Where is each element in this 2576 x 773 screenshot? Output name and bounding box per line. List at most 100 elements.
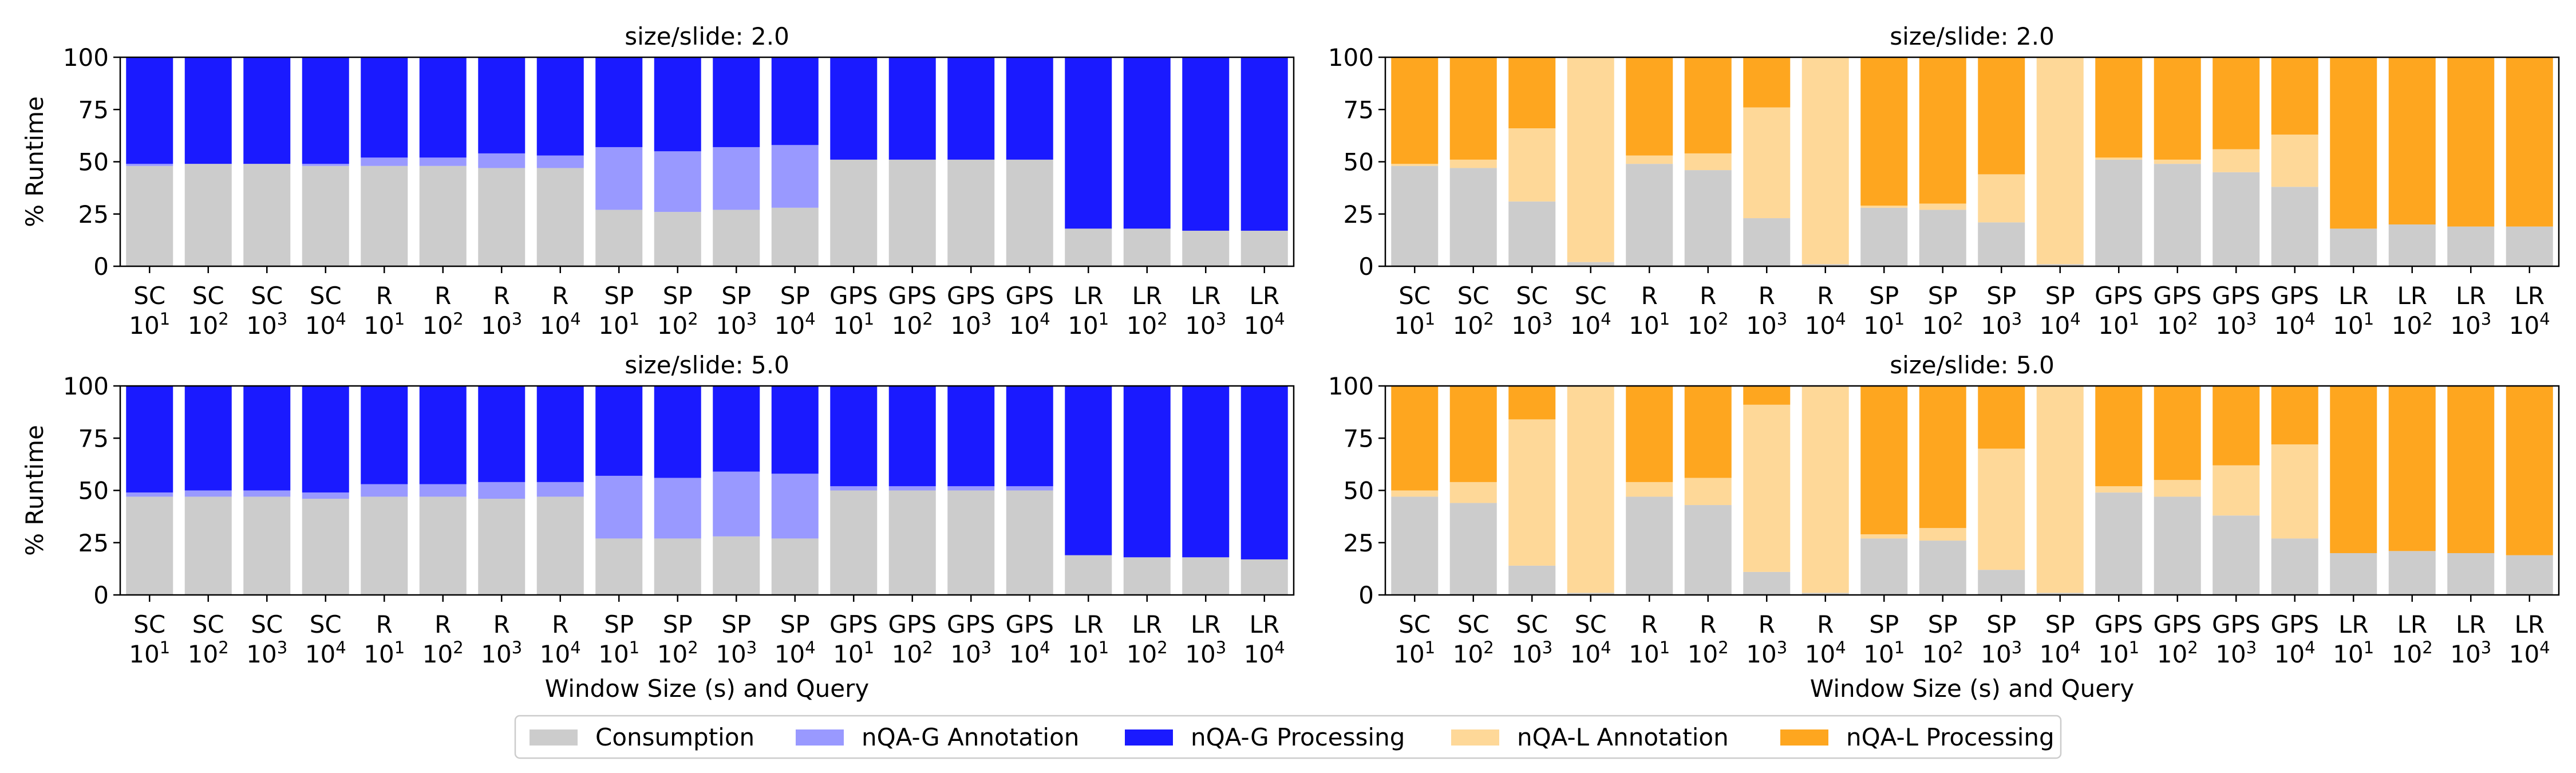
bar-consumption-8 (1801, 264, 1849, 266)
x-tick-window-base: 10 (2040, 311, 2070, 340)
bar-consumption-1 (126, 496, 173, 595)
x-tick-query: LR (1073, 610, 1104, 638)
x-tick-window: 104 (1570, 638, 1611, 668)
x-tick-window-exponent: 2 (1157, 309, 1167, 329)
bar-nqa-l-processing-1 (1391, 57, 1439, 164)
x-tick-window-exponent: 1 (394, 309, 405, 329)
bar-consumption-6 (1684, 505, 1732, 595)
bar-consumption-6 (419, 496, 467, 595)
legend: Consumption nQA-G Annotation nQA-G Process… (514, 715, 2062, 759)
bar-consumption-13 (830, 159, 878, 266)
x-tick-window: 104 (1244, 309, 1285, 340)
x-tick-window-exponent: 4 (1274, 638, 1285, 657)
bar-nqa-l-annotation-16 (2271, 135, 2318, 187)
y-tick-label: 25 (78, 200, 109, 228)
bar-consumption-20 (2506, 226, 2553, 266)
bar-nqa-l-annotation-8 (1801, 386, 1849, 593)
bar-nqa-g-annotation-5 (361, 157, 408, 166)
x-tick-window-base: 10 (716, 311, 746, 340)
bar-consumption-1 (1391, 496, 1439, 595)
bar-nqa-l-annotation-11 (1978, 174, 2025, 223)
bar-nqa-l-annotation-2 (1449, 482, 1497, 503)
bar-consumption-17 (2330, 228, 2377, 266)
panel-title: size/slide: 2.0 (625, 22, 789, 50)
bar-nqa-g-processing-3 (243, 57, 291, 164)
x-tick-window: 101 (1068, 638, 1109, 668)
bar-nqa-l-processing-7 (1743, 57, 1791, 108)
x-tick-window-base: 10 (833, 640, 863, 668)
bar-consumption-18 (2388, 551, 2436, 595)
x-tick-window-base: 10 (2509, 640, 2539, 668)
x-tick-query: R (1700, 282, 1716, 310)
x-tick-window-exponent: 2 (218, 309, 228, 329)
x-tick-query: SP (1928, 282, 1958, 310)
x-tick-window-base: 10 (1244, 640, 1274, 668)
x-tick-query: SC (192, 282, 224, 310)
bar-consumption-16 (2271, 187, 2318, 266)
bar-nqa-l-annotation-15 (2212, 465, 2260, 516)
x-tick-window: 102 (1922, 638, 1963, 668)
x-tick-window-exponent: 2 (453, 309, 463, 329)
bar-nqa-g-processing-1 (126, 386, 173, 493)
x-tick-window-base: 10 (1688, 311, 1718, 340)
x-tick-window-base: 10 (2157, 640, 2187, 668)
x-tick-query: SP (2045, 610, 2075, 638)
x-tick-window-base: 10 (1629, 640, 1659, 668)
x-tick-window-base: 10 (1394, 311, 1424, 340)
x-tick-window-exponent: 1 (160, 309, 170, 329)
bar-nqa-g-processing-9 (595, 57, 643, 147)
x-tick-window-base: 10 (775, 640, 805, 668)
x-tick-window-base: 10 (2274, 640, 2305, 668)
x-tick-window: 101 (833, 309, 874, 340)
bar-nqa-g-processing-3 (243, 386, 291, 491)
x-tick-query: R (552, 282, 568, 310)
x-tick-window-base: 10 (305, 640, 335, 668)
bar-nqa-l-annotation-13 (2095, 486, 2143, 493)
x-tick-query: R (434, 282, 451, 310)
x-tick-window-exponent: 4 (805, 638, 815, 657)
x-tick-query: GPS (829, 610, 878, 638)
x-tick-query: SP (1869, 610, 1899, 638)
y-tick-label: 100 (1328, 44, 1374, 72)
y-tick-label: 100 (63, 44, 109, 72)
bar-nqa-l-processing-5 (1626, 386, 1673, 482)
bar-consumption-1 (126, 165, 173, 266)
x-tick-window: 103 (246, 309, 287, 340)
bar-nqa-g-annotation-8 (536, 155, 584, 168)
x-tick-window-base: 10 (2098, 640, 2128, 668)
x-tick-window-base: 10 (2392, 640, 2422, 668)
x-tick-query: LR (2338, 610, 2369, 638)
x-tick-window-base: 10 (129, 311, 159, 340)
bar-nqa-g-processing-5 (361, 386, 408, 484)
x-tick-window-base: 10 (1244, 311, 1274, 340)
x-tick-window-base: 10 (1068, 311, 1098, 340)
x-tick-window-exponent: 2 (2187, 309, 2198, 329)
bar-nqa-g-annotation-7 (478, 482, 526, 499)
x-tick-window-base: 10 (1981, 640, 2011, 668)
bar-consumption-3 (243, 496, 291, 595)
bar-nqa-g-processing-8 (536, 57, 584, 156)
bar-consumption-15 (2212, 172, 2260, 266)
bar-nqa-l-annotation-7 (1743, 404, 1791, 572)
bar-consumption-15 (947, 490, 995, 595)
x-tick-window: 101 (2098, 309, 2139, 340)
x-tick-window: 101 (598, 638, 639, 668)
bar-nqa-g-annotation-4 (302, 492, 349, 499)
bar-consumption-15 (2212, 515, 2260, 595)
bar-nqa-l-processing-14 (2154, 57, 2201, 160)
bar-nqa-g-processing-17 (1065, 386, 1112, 555)
x-tick-window-exponent: 3 (2481, 638, 2491, 657)
x-tick-query: SC (1457, 610, 1490, 638)
x-tick-window-base: 10 (1570, 640, 1601, 668)
x-tick-window-base: 10 (540, 640, 570, 668)
x-tick-query: SC (1575, 282, 1607, 310)
x-tick-window-exponent: 3 (981, 638, 991, 657)
bar-nqa-g-processing-18 (1123, 57, 1171, 229)
x-tick-query: GPS (2095, 282, 2143, 310)
x-tick-window-exponent: 2 (1953, 309, 1963, 329)
x-tick-query: SC (1398, 282, 1431, 310)
x-tick-window-exponent: 2 (1157, 638, 1167, 657)
x-tick-query: GPS (2153, 282, 2202, 310)
bar-consumption-13 (830, 490, 878, 595)
x-tick-query: SC (1457, 282, 1490, 310)
